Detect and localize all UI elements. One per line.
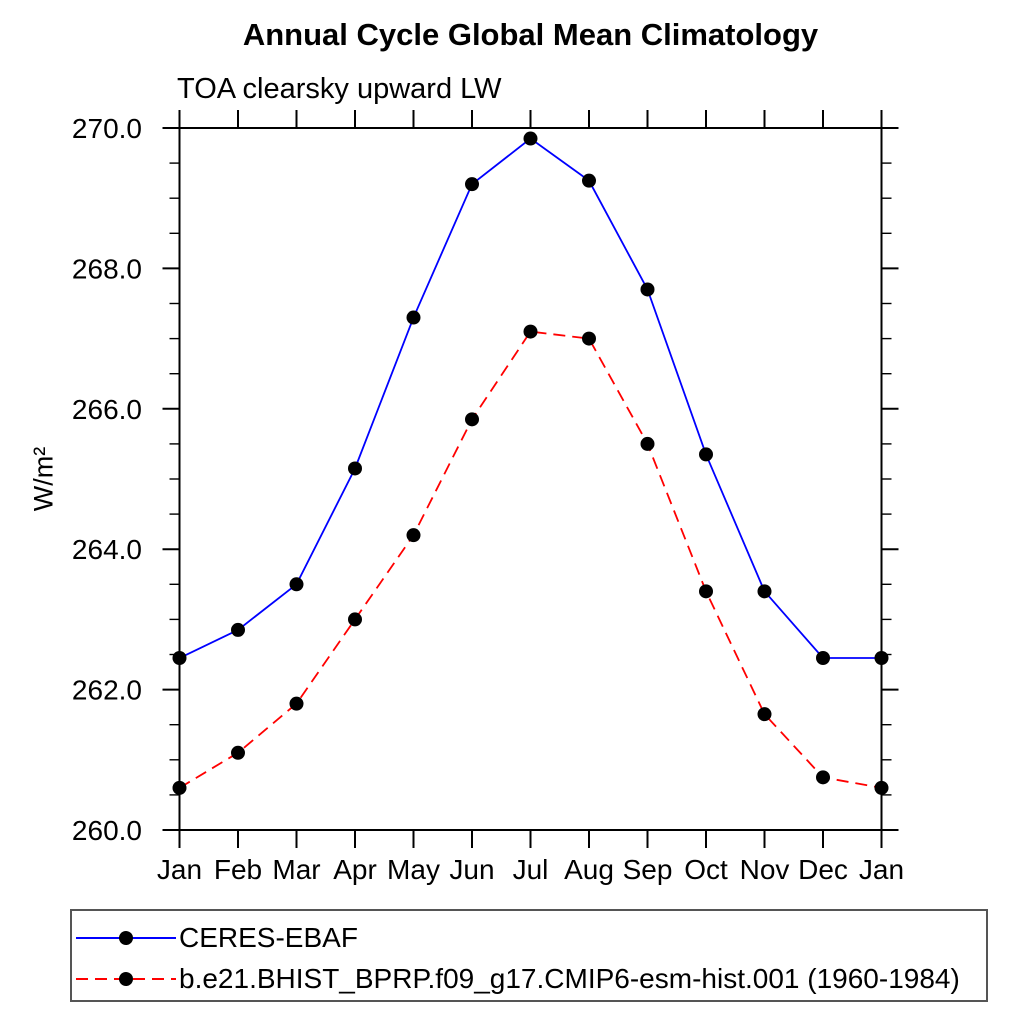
data-point-marker [406,528,421,543]
series-line-0 [179,137,882,659]
y-tick-label: 268.0 [72,253,142,284]
data-point-marker [289,577,304,592]
y-tick-label: 264.0 [72,534,142,565]
x-tick-label: Jan [157,854,202,885]
data-point-marker [172,780,187,795]
x-tick-label: Oct [684,854,728,885]
chart-subtitle: TOA clearsky upward LW [177,73,502,105]
data-point-marker [523,131,538,146]
legend-sample-line-1 [76,971,176,987]
data-point-marker [523,324,538,339]
data-point-marker [348,612,362,627]
data-point-marker [757,584,772,599]
data-point-marker [231,622,245,637]
plot-border [178,127,883,831]
x-tick-label: Jan [859,854,904,885]
x-tick-label: Apr [333,854,377,885]
data-point-marker [816,651,830,666]
y-tick-label: 262.0 [72,675,142,706]
legend-label-model: b.e21.BHIST_BPRP.f09_g17.CMIP6-esm-hist.… [179,963,960,994]
data-point-marker [289,696,304,711]
data-point-marker [640,282,655,297]
data-point-marker [348,461,362,476]
y-tick-label: 260.0 [72,815,142,846]
legend-marker-dot-icon [119,972,133,986]
x-tick-label: Feb [214,854,262,885]
data-point-marker [231,745,245,760]
data-point-marker [406,310,421,325]
data-point-marker [172,651,187,666]
x-tick-label: Mar [272,854,320,885]
data-point-marker [465,412,479,427]
data-point-marker [640,436,655,451]
y-tick-label: 270.0 [72,113,142,144]
legend-label-ceres: CERES-EBAF [179,922,358,953]
chart-title: Annual Cycle Global Mean Climatology [242,17,819,52]
x-tick-label: Dec [798,854,848,885]
x-tick-label: Jun [449,854,494,885]
data-point-marker [699,584,713,599]
x-tick-label: Nov [740,854,790,885]
data-point-marker [816,770,830,785]
legend-entry-ceres: CERES-EBAF [76,918,358,958]
x-tick-label: Sep [623,854,673,885]
data-point-marker [465,177,479,192]
data-point-marker [582,173,596,188]
data-point-marker [699,447,713,462]
data-point-marker [874,651,889,666]
legend-entry-model: b.e21.BHIST_BPRP.f09_g17.CMIP6-esm-hist.… [76,959,960,999]
x-tick-label: Aug [564,854,614,885]
data-point-marker [874,780,889,795]
y-tick-label: 266.0 [72,394,142,425]
legend-marker-dot-icon [119,931,133,945]
data-point-marker [757,707,772,722]
legend: CERES-EBAF b.e21.BHIST_BPRP.f09_g17.CMIP… [70,909,988,1002]
data-point-marker [582,331,596,346]
legend-sample-line-0 [76,930,176,946]
series-line-1 [179,330,882,789]
x-tick-label: May [387,854,440,885]
x-tick-label: Jul [513,854,549,885]
